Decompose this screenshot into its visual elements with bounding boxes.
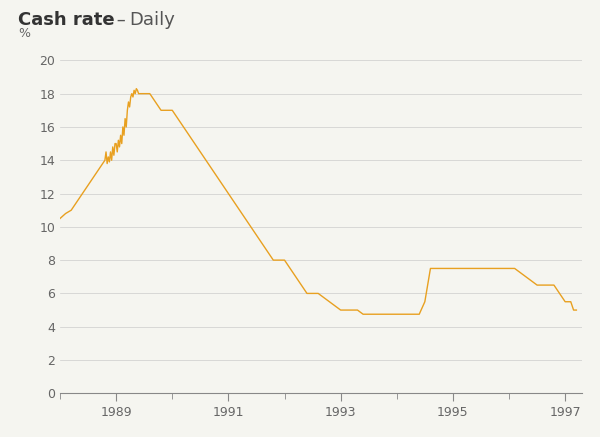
Text: Cash rate: Cash rate bbox=[18, 11, 115, 29]
Text: %: % bbox=[18, 27, 30, 40]
Text: –: – bbox=[111, 11, 131, 29]
Text: Daily: Daily bbox=[129, 11, 175, 29]
